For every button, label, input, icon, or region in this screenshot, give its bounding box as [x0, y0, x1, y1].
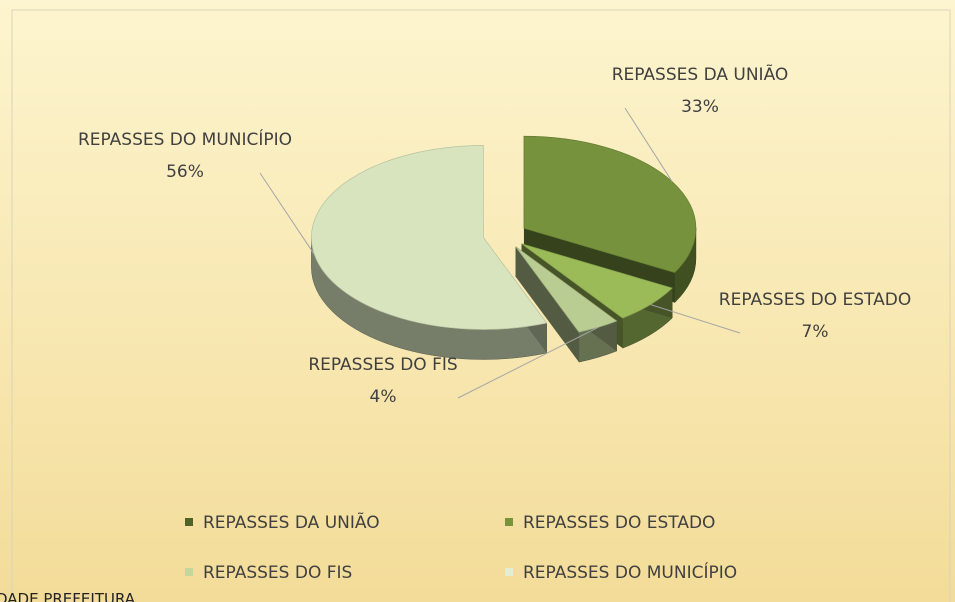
legend-marker: [505, 518, 513, 526]
legend-label: REPASSES DO ESTADO: [523, 513, 715, 533]
data-label: REPASSES DO ESTADO 7%: [719, 290, 911, 342]
data-label-name: REPASSES DA UNIÃO: [612, 63, 789, 85]
data-label-name: REPASSES DO MUNICÍPIO: [78, 128, 292, 150]
leader-line: [624, 107, 673, 182]
slice: [521, 243, 673, 319]
data-label-value: 56%: [166, 162, 204, 182]
legend-label: REPASSES DO MUNICÍPIO: [523, 561, 737, 583]
chart-border: [11, 9, 951, 602]
data-label-name: REPASSES DO FIS: [308, 355, 457, 375]
leader-line: [457, 326, 599, 399]
data-label-value: 33%: [681, 97, 719, 117]
data-label-value: 7%: [802, 322, 829, 342]
slice: [311, 145, 548, 330]
slice-cut: [515, 246, 579, 363]
legend-marker: [505, 568, 513, 576]
legend-label: REPASSES DA UNIÃO: [203, 511, 380, 533]
legend-marker: [185, 518, 193, 526]
data-label-name: REPASSES DO ESTADO: [719, 290, 911, 310]
leader-line: [650, 304, 741, 334]
slice: [515, 246, 618, 333]
leader-line: [259, 172, 315, 255]
data-label: REPASSES DA UNIÃO 33%: [612, 63, 789, 117]
data-label: REPASSES DO FIS 4%: [308, 355, 457, 407]
data-label-value: 4%: [370, 387, 397, 407]
data-label: REPASSES DO MUNICÍPIO 56%: [78, 128, 292, 182]
legend-label: REPASSES DO FIS: [203, 563, 352, 583]
footer-text: DADE PREFEITURA: [0, 590, 136, 602]
legend-marker: [185, 568, 193, 576]
